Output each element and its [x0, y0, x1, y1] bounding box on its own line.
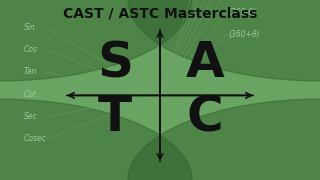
Text: Cot: Cot: [24, 90, 37, 99]
Text: C: C: [187, 93, 223, 141]
Text: CAST / ASTC Masterclass: CAST / ASTC Masterclass: [63, 6, 257, 20]
Text: T: T: [98, 93, 132, 141]
Text: Cosec: Cosec: [24, 134, 47, 143]
Text: Tan: Tan: [24, 68, 37, 76]
Text: A: A: [185, 39, 224, 87]
Text: Sin: Sin: [24, 23, 36, 32]
Text: S: S: [97, 39, 133, 87]
Ellipse shape: [0, 0, 192, 81]
Ellipse shape: [0, 99, 192, 180]
Ellipse shape: [128, 0, 320, 81]
Text: Sec: Sec: [24, 112, 38, 121]
Text: (360+θ): (360+θ): [229, 30, 260, 39]
Text: Cos: Cos: [24, 45, 38, 54]
Ellipse shape: [128, 99, 320, 180]
Text: (360-θ): (360-θ): [229, 8, 257, 17]
